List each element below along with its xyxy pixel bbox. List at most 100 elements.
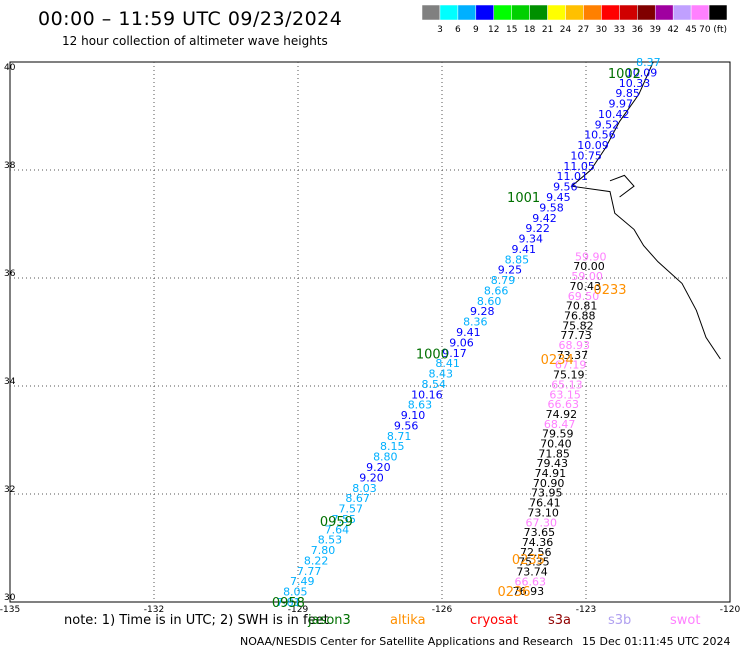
colorbar-label: 18 (524, 25, 536, 35)
data-label-swot: 73.65 (524, 526, 556, 539)
colorbar-swatch (708, 4, 728, 21)
colorbar-swatch (529, 4, 548, 21)
time-label: 0233 (593, 283, 626, 298)
plot-frame (9, 61, 731, 603)
data-label-jason3: 8.60 (477, 295, 502, 308)
colorbar-label: 3 (437, 25, 443, 35)
x-tick-label: -129 (288, 605, 309, 615)
colorbar-swatch (547, 4, 566, 21)
data-label-swot: 73.74 (516, 566, 548, 579)
colorbar-swatch (637, 4, 656, 21)
y-tick-label: 32 (4, 485, 15, 495)
colorbar-swatch (654, 4, 674, 21)
data-label-swot: 75.35 (518, 556, 550, 569)
y-tick-label: 38 (4, 161, 16, 171)
data-label-swot: 67.30 (525, 516, 557, 529)
data-label-swot: 70.00 (573, 260, 605, 273)
y-tick-label: 40 (4, 63, 16, 73)
data-label-jason3: 9.85 (615, 87, 640, 100)
data-label-jason3: 10.16 (411, 388, 443, 401)
data-label-jason3: 7.64 (325, 523, 350, 536)
colorbar-swatch (565, 4, 584, 21)
data-label-jason3: 8.66 (484, 284, 509, 297)
colorbar-swatch (439, 4, 459, 21)
data-label-swot: 76.93 (513, 585, 545, 598)
data-label-jason3: 8.63 (408, 399, 433, 412)
data-label-jason3: 9.06 (449, 336, 474, 349)
y-tick-label: 36 (4, 269, 16, 279)
colorbar-label: 70 (ft) (699, 25, 727, 35)
data-label-swot: 70.81 (566, 300, 598, 313)
data-label-jason3: 8.05 (283, 586, 308, 599)
data-label-swot: 75.82 (562, 319, 594, 332)
x-tick-label: -132 (144, 605, 164, 615)
data-label-jason3: 9.42 (532, 212, 557, 225)
x-tick-label: -126 (432, 605, 453, 615)
data-label-jason3: 8.43 (428, 368, 453, 381)
data-label-jason3: 9.52 (595, 118, 620, 131)
colorbar-label: 21 (542, 25, 553, 35)
time-label: 0959 (320, 515, 353, 530)
data-label-swot: 76.88 (564, 309, 596, 322)
data-label-jason3: 7.49 (290, 575, 315, 588)
time-label: 0236 (497, 585, 530, 600)
data-label-jason3: 9.97 (608, 98, 633, 111)
data-label-jason3: 9.45 (546, 191, 571, 204)
data-label-swot: 74.92 (546, 408, 578, 421)
colorbar-swatch (619, 4, 638, 21)
data-label-swot: 59.90 (575, 250, 607, 263)
data-label-jason3: 10.56 (584, 129, 616, 142)
x-tick-label: -123 (576, 605, 596, 615)
chart-subtitle: 12 hour collection of altimeter wave hei… (62, 34, 328, 48)
data-label-jason3: 8.79 (491, 274, 516, 287)
footer-credit: NOAA/NESDIS Center for Satellite Applica… (240, 635, 573, 648)
data-label-jason3: 9.41 (512, 243, 537, 256)
data-label-jason3: 10.42 (598, 108, 630, 121)
colorbar-label: 9 (473, 25, 479, 35)
data-label-swot: 72.56 (520, 546, 552, 559)
data-label-jason3: 8.85 (505, 253, 530, 266)
time-label: 1000 (416, 348, 449, 363)
data-label-jason3: 8.03 (352, 482, 377, 495)
data-label-swot: 73.37 (557, 349, 589, 362)
data-label-jason3: 8.67 (345, 492, 370, 505)
colorbar-label: 12 (488, 25, 499, 35)
data-label-swot: 70.43 (570, 280, 602, 293)
colorbar-swatch (457, 4, 477, 21)
y-tick-label: 30 (4, 593, 16, 603)
data-label-jason3: 7.57 (338, 503, 363, 516)
colorbar-swatch (493, 4, 512, 21)
data-label-jason3: 9.20 (366, 461, 391, 474)
data-label-swot: 71.85 (538, 447, 570, 460)
data-label-swot: 59.00 (571, 270, 603, 283)
time-label: 0234 (541, 353, 574, 368)
colorbar-swatch (511, 4, 530, 21)
y-tick-label: 34 (4, 377, 16, 387)
data-label-jason3: 8.54 (422, 378, 447, 391)
data-label-jason3: 8.37 (636, 56, 661, 69)
data-label-swot: 74.36 (522, 536, 554, 549)
colorbar-label: 24 (560, 25, 572, 35)
colorbar-label: 15 (506, 25, 517, 35)
data-label-jason3: 8.15 (380, 440, 405, 453)
footer-timestamp: 15 Dec 01:11:45 UTC 2024 (582, 635, 730, 648)
data-label-swot: 77.73 (560, 329, 592, 342)
data-label-swot: 70.40 (540, 437, 572, 450)
legend-cryosat: cryosat (470, 613, 518, 628)
data-label-jason3: 11.01 (556, 170, 588, 183)
data-label-jason3: 9.22 (525, 222, 550, 235)
data-label-swot: 68.47 (544, 418, 576, 431)
data-label-jason3: 10.33 (619, 77, 651, 90)
data-label-jason3: 9.25 (498, 264, 523, 277)
data-label-jason3: 7.77 (297, 565, 322, 578)
data-label-jason3: 9.34 (518, 233, 543, 246)
data-label-jason3: 9.41 (456, 326, 481, 339)
footer-note: note: 1) Time is in UTC; 2) SWH is in fe… (64, 613, 329, 628)
time-label: 1002 (608, 67, 641, 82)
colorbar-swatch (421, 4, 441, 21)
data-label-swot: 79.43 (537, 457, 569, 470)
data-label-jason3: 11.05 (563, 160, 595, 173)
data-label-swot: 66.63 (514, 575, 546, 588)
san-francisco-bay (609, 174, 635, 198)
data-label-jason3: 9.28 (470, 305, 495, 318)
